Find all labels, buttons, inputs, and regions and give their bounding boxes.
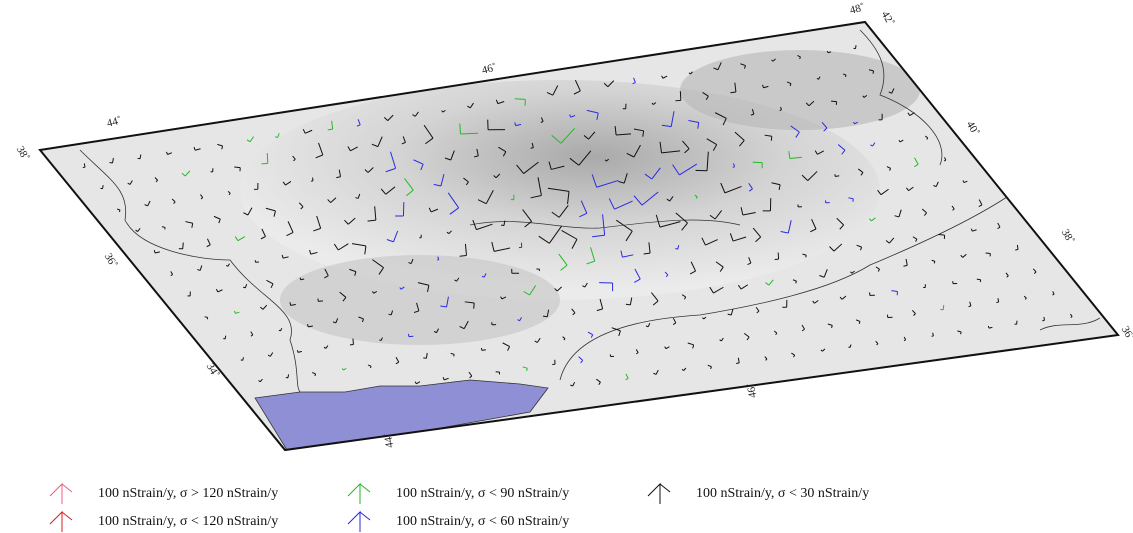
tick-label: 46˚: [481, 61, 498, 76]
legend-symbol: [348, 512, 370, 532]
legend-label: 100 nStrain/y, σ < 90 nStrain/y: [396, 486, 569, 501]
legend-symbol: [648, 484, 670, 504]
legend-label: 100 nStrain/y, σ > 120 nStrain/y: [98, 486, 278, 501]
relief: [680, 50, 920, 130]
legend-label: 100 nStrain/y, σ < 60 nStrain/y: [396, 514, 569, 529]
legend-symbol: [348, 484, 370, 504]
tick-label: 44˚: [382, 432, 396, 449]
tick-label: 46˚: [745, 382, 759, 399]
legend: 100 nStrain/y, σ > 120 nStrain/y 100 nStr…: [50, 484, 869, 532]
legend-symbol: [50, 484, 72, 504]
tick-label: 36˚: [102, 251, 120, 270]
tick-label: 48˚: [849, 1, 866, 16]
legend-label: 100 nStrain/y, σ < 120 nStrain/y: [98, 514, 278, 529]
tick-label: 44˚: [106, 114, 123, 129]
relief: [280, 255, 560, 345]
legend-label: 100 nStrain/y, σ < 30 nStrain/y: [696, 486, 869, 501]
tick-label: 40˚: [964, 119, 982, 138]
tick-label: 42˚: [879, 9, 897, 28]
map-area: [40, 22, 1118, 455]
tick-label: 36˚: [1119, 324, 1133, 343]
tick-label: 38˚: [1059, 227, 1077, 246]
legend-symbol: [50, 512, 72, 532]
map-figure: 44˚46˚48˚38˚36˚34˚44˚46˚42˚40˚38˚36˚ 100…: [0, 0, 1133, 533]
tick-label: 38˚: [14, 144, 32, 163]
